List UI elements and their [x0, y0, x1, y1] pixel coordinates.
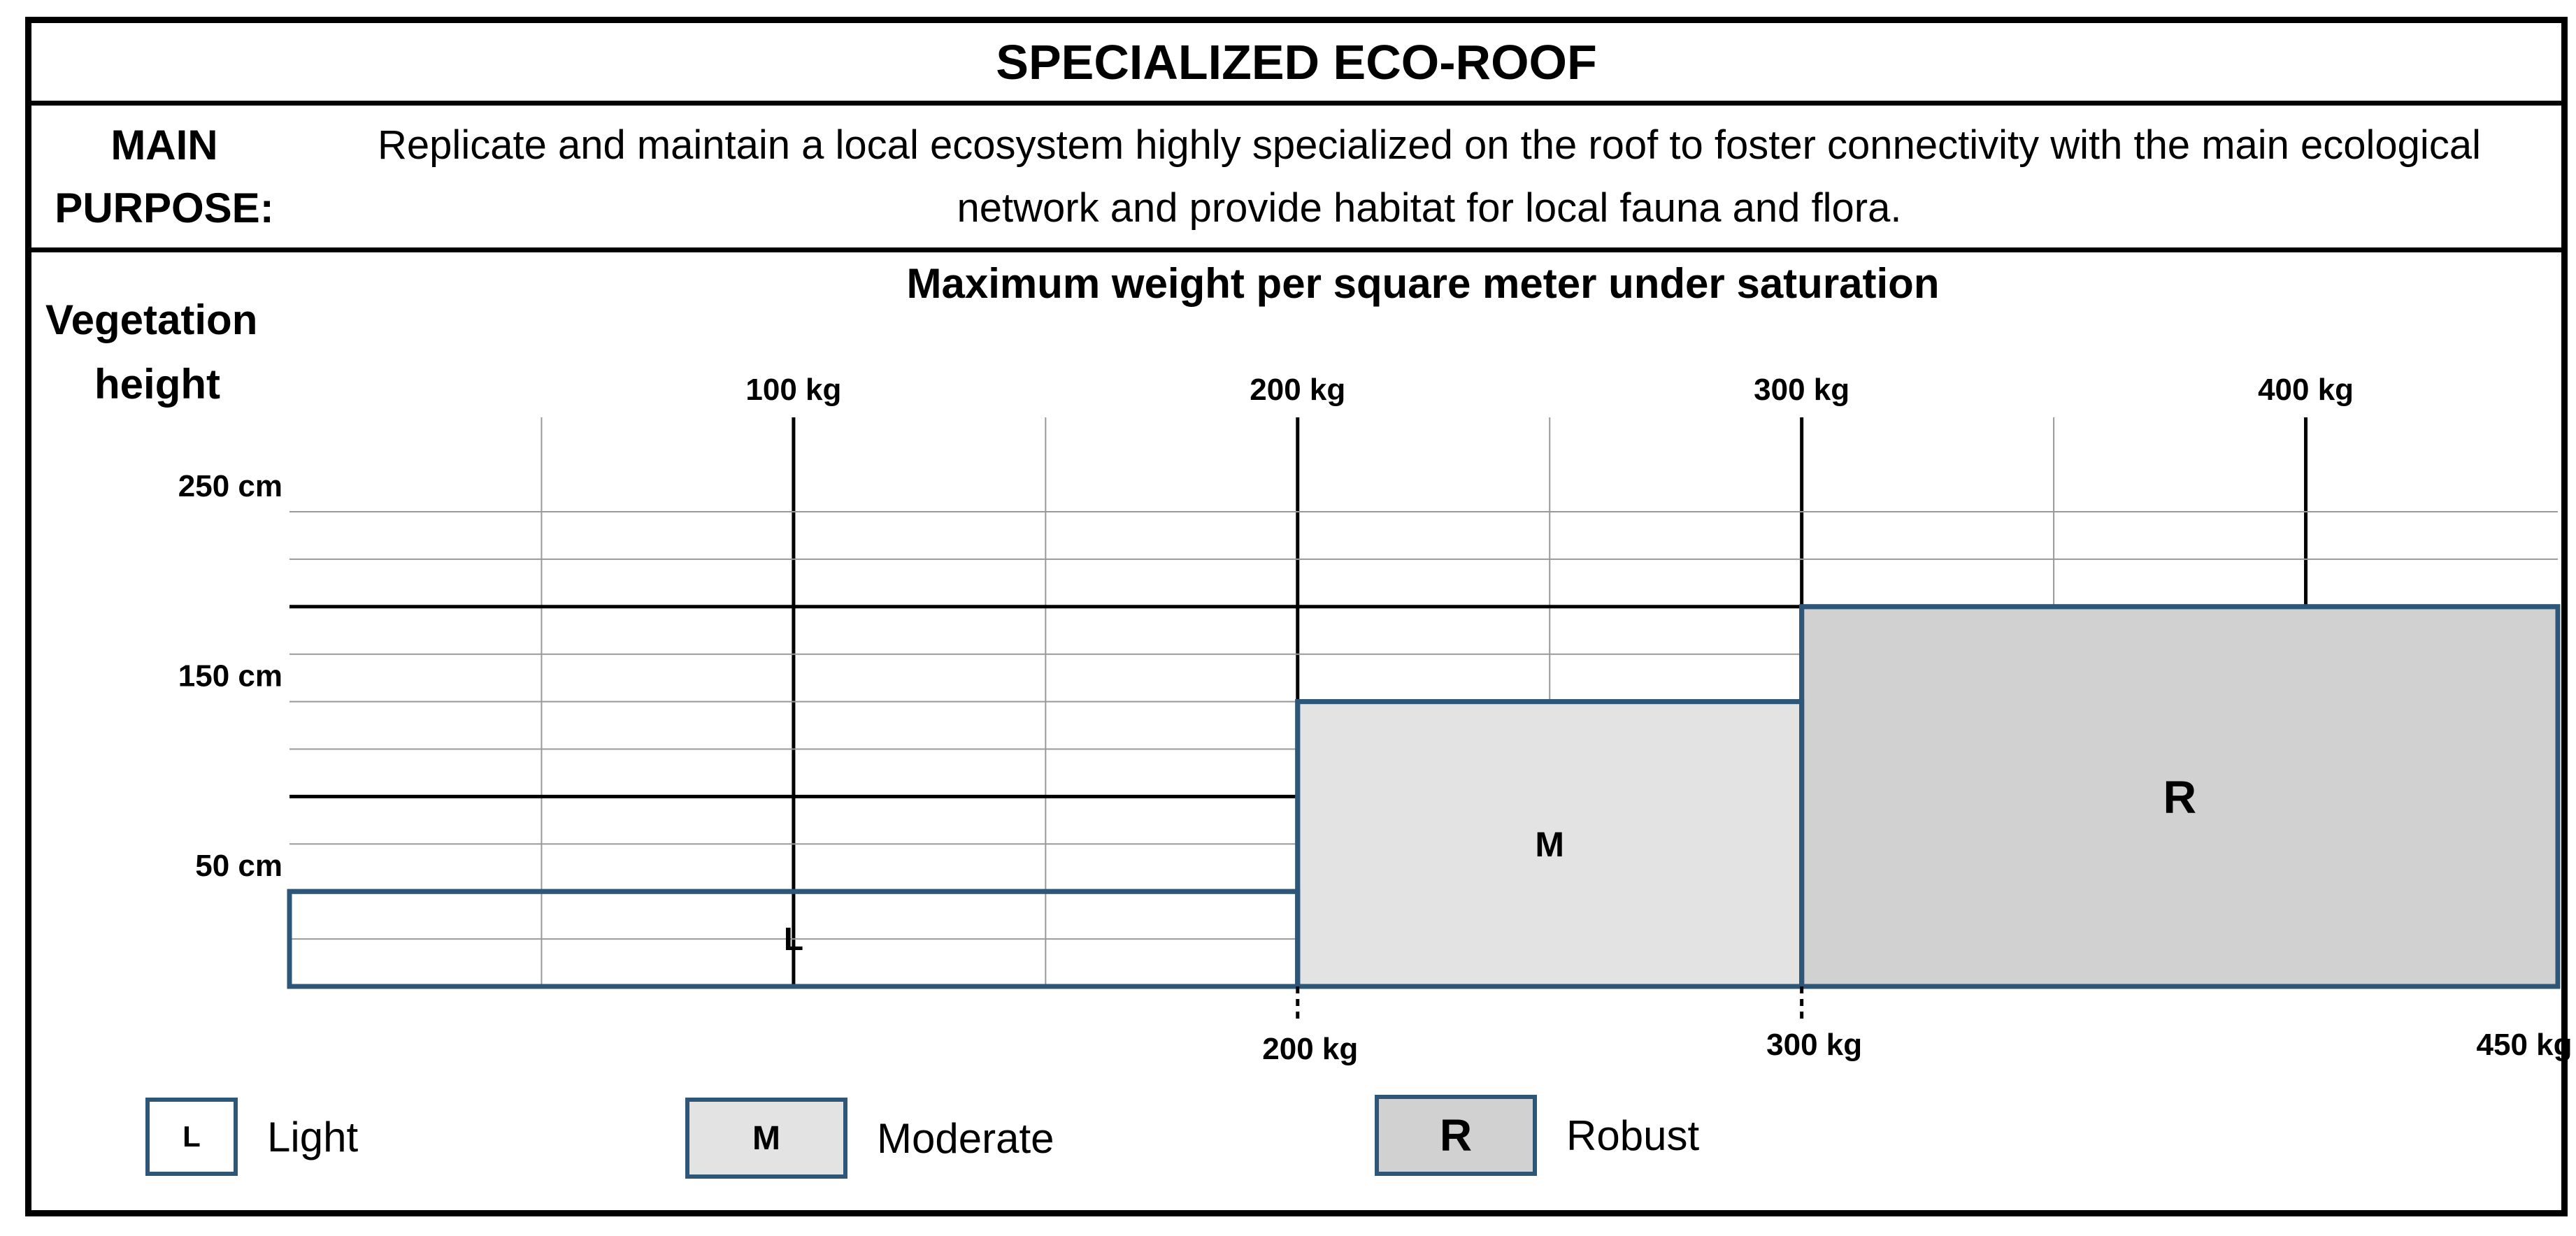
plot-area: L M R 100 kg 200 kg 300 kg 400 kg 250 cm 150 cm 5… [178, 373, 2573, 1066]
purpose-label-line2: PURPOSE: [55, 184, 274, 231]
legend-swatch-light: L [145, 1098, 238, 1176]
bar-label-r: R [2163, 771, 2196, 823]
legend-swatch-robust: R [1375, 1095, 1537, 1176]
x-top-tick-label: 300 kg [1754, 373, 1849, 407]
x-bottom-label: 450 kg [2477, 1028, 2573, 1062]
legend-swatch-moderate: M [685, 1098, 847, 1179]
legend-item-moderate: M Moderate [685, 1098, 1054, 1179]
legend-item-robust: R Robust [1375, 1095, 1699, 1176]
x-top-tick-label: 100 kg [745, 373, 841, 407]
legend-code-robust: R [1439, 1110, 1473, 1160]
legend-label-moderate: Moderate [877, 1114, 1054, 1162]
y-axis-title: Vegetation height [45, 296, 269, 408]
legend-label-robust: Robust [1566, 1112, 1700, 1159]
x-top-tick-label: 200 kg [1250, 373, 1345, 407]
bar-outline-r [1799, 604, 2561, 989]
legend-code-moderate: M [752, 1119, 780, 1157]
purpose-label: MAIN PURPOSE: [31, 106, 297, 247]
purpose-label-line1: MAIN [110, 121, 218, 168]
legend-code-light: L [183, 1120, 201, 1153]
x-top-tick-label: 400 kg [2258, 373, 2354, 407]
bar-m [1295, 699, 1805, 989]
legend-item-light: L Light [145, 1098, 358, 1176]
y-tick-label: 150 cm [178, 659, 282, 694]
x-bottom-label: 300 kg [1766, 1028, 1862, 1062]
y-tick-label: 250 cm [178, 469, 282, 503]
x-bottom-label: 200 kg [1262, 1032, 1358, 1066]
y-tick-label: 50 cm [195, 849, 282, 883]
page-title: SPECIALIZED ECO-ROOF [31, 23, 2561, 106]
bar-label-m: M [1535, 825, 1564, 864]
purpose-row: MAIN PURPOSE: Replicate and maintain a l… [31, 106, 2561, 252]
bar-label-l: L [784, 921, 803, 957]
card-frame: SPECIALIZED ECO-ROOF MAIN PURPOSE: Repli… [25, 17, 2568, 1216]
legend-label-light: Light [267, 1113, 359, 1160]
purpose-text: Replicate and maintain a local ecosystem… [378, 122, 2481, 231]
chart-title: Maximum weight per square meter under sa… [906, 260, 1939, 307]
